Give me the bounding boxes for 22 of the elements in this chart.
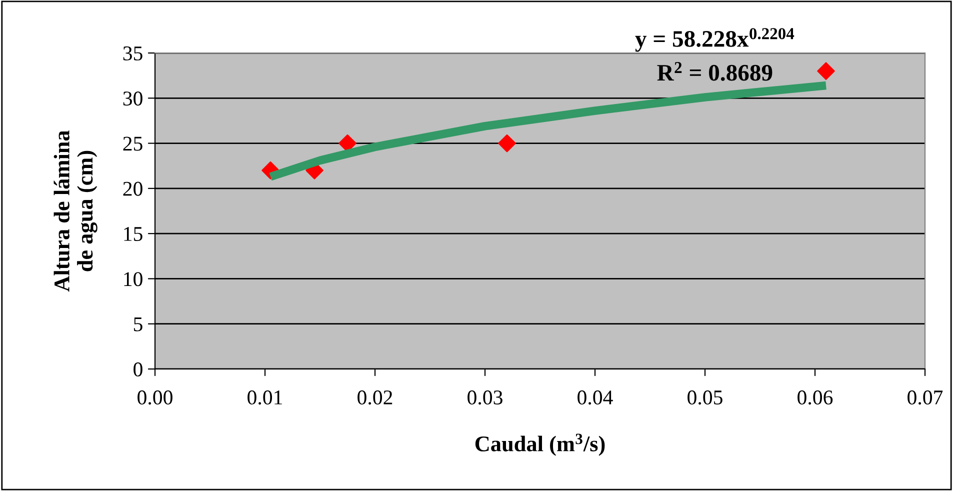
x-tick-label: 0.03 — [468, 390, 502, 405]
x-tick-label: 0.05 — [688, 390, 722, 405]
point — [498, 134, 516, 152]
y-tick-label: 25 — [123, 136, 142, 151]
x-tick-label: 0.06 — [798, 390, 833, 405]
point — [817, 62, 835, 80]
y-tick-label: 30 — [123, 92, 142, 106]
x-tick-label: 0.02 — [358, 390, 392, 405]
y-tick-label: 20 — [123, 182, 142, 196]
text: y = 58.228x$^{0.2204}$ — [635, 28, 794, 52]
x-tick-label: 0.04 — [578, 390, 613, 405]
y-tick-label: 10 — [124, 272, 142, 286]
y-tick-label: 15 — [124, 227, 142, 242]
y-tick-label: 5 — [134, 317, 142, 332]
y-tick-label: 35 — [123, 46, 142, 60]
x-axis-title: Caudal (m$^{3}$/s) — [475, 434, 605, 456]
x-tick-label: 0.00 — [138, 390, 172, 405]
x-tick-label: 0.07 — [908, 390, 943, 405]
annotation: R$^{2}$ = 0.8689 — [657, 62, 772, 81]
y-axis-title: Altura de lámina de agua (cm) — [54, 130, 98, 292]
y-tick-label: 0 — [134, 362, 142, 376]
x-tick-label: 0.01 — [248, 390, 282, 405]
